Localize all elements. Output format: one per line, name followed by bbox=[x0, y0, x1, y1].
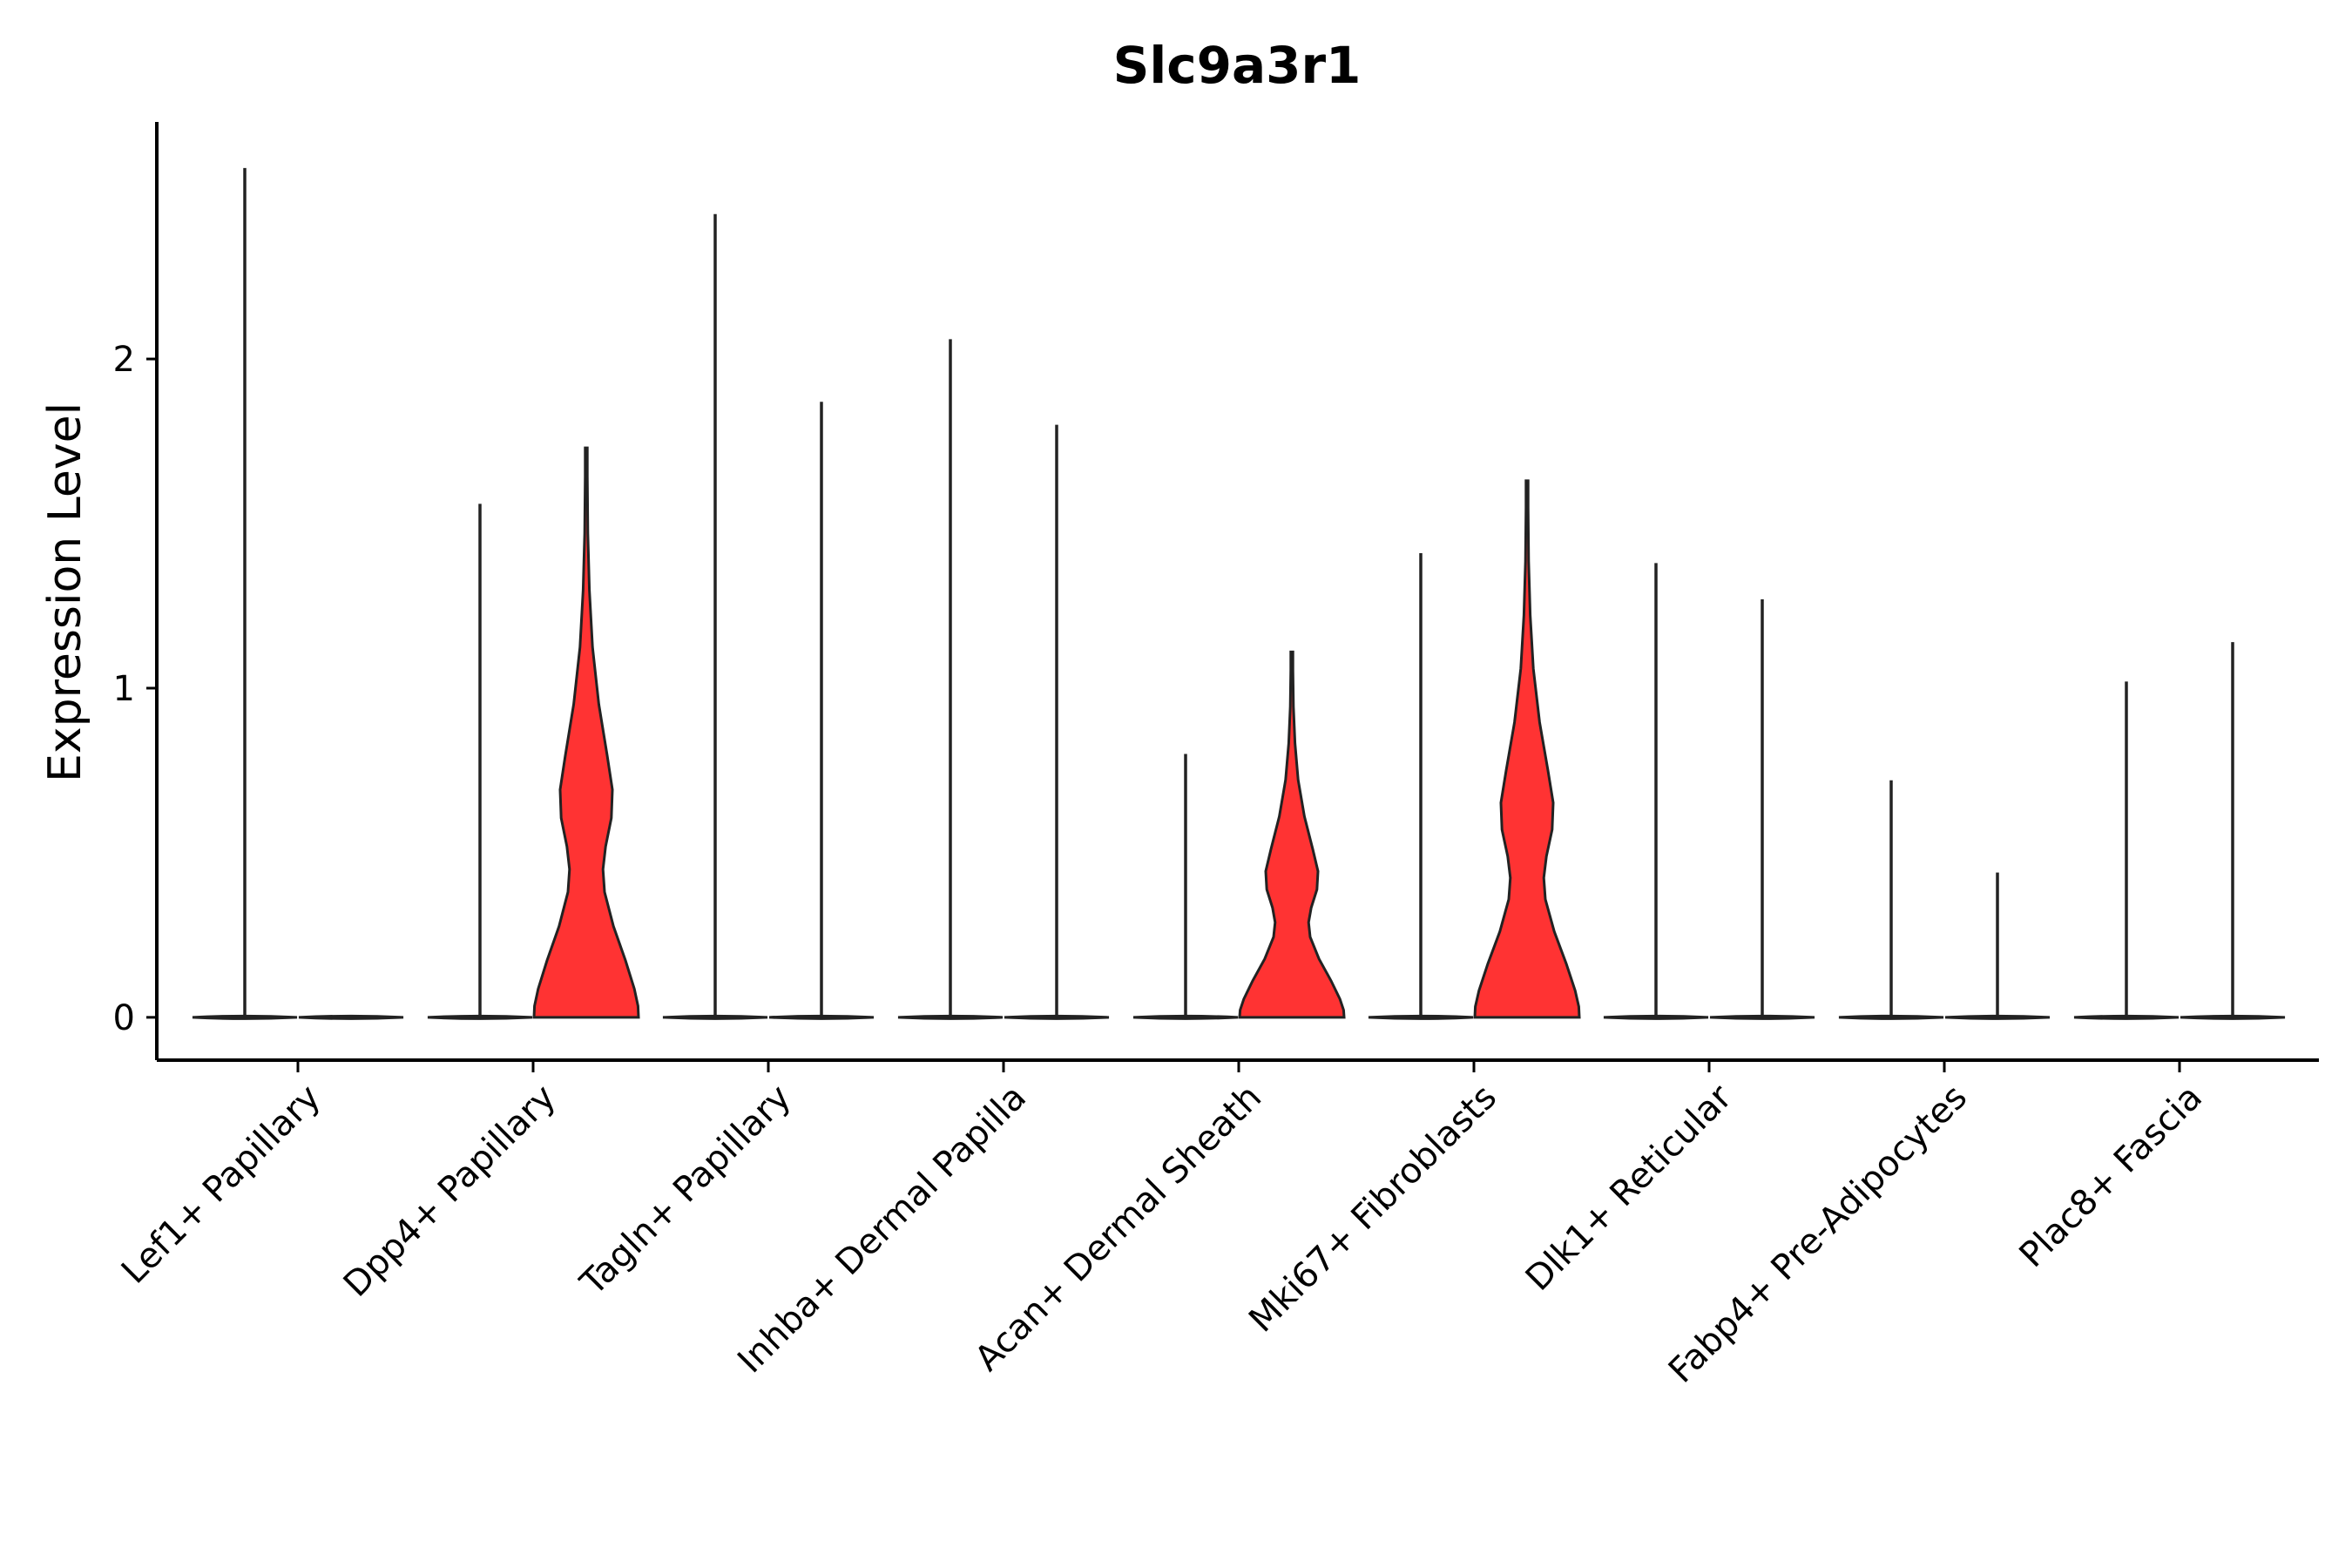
x-tick-label: Tagln+ Papillary bbox=[572, 1078, 799, 1304]
x-tick-label: Dpp4+ Papillary bbox=[336, 1078, 564, 1305]
violin-shape bbox=[1473, 479, 1581, 1019]
x-tick-label: Dlk1+ Reticular bbox=[1518, 1077, 1740, 1299]
x-axis-ticks: Lef1+ Papillary Dpp4+ Papillary Tagln+ Pap… bbox=[114, 1060, 2210, 1391]
y-axis-ticks: 0 1 2 bbox=[113, 340, 157, 1038]
chart-title: Slc9a3r1 bbox=[1113, 36, 1362, 95]
x-tick-label: Lef1+ Papillary bbox=[114, 1078, 328, 1292]
y-tick-label: 0 bbox=[113, 998, 135, 1038]
violin-shape bbox=[532, 446, 640, 1019]
y-tick-label: 1 bbox=[113, 669, 135, 709]
x-tick-label: Plac8+ Fascia bbox=[2012, 1078, 2211, 1276]
violin-layer bbox=[192, 167, 2286, 1020]
violin-shape bbox=[298, 1014, 404, 1020]
y-axis-label: Expression Level bbox=[39, 402, 91, 782]
violin-shape bbox=[1238, 650, 1346, 1019]
y-tick-label: 2 bbox=[113, 340, 135, 380]
x-tick-label: Mki67+ Fibroblasts bbox=[1241, 1078, 1504, 1341]
